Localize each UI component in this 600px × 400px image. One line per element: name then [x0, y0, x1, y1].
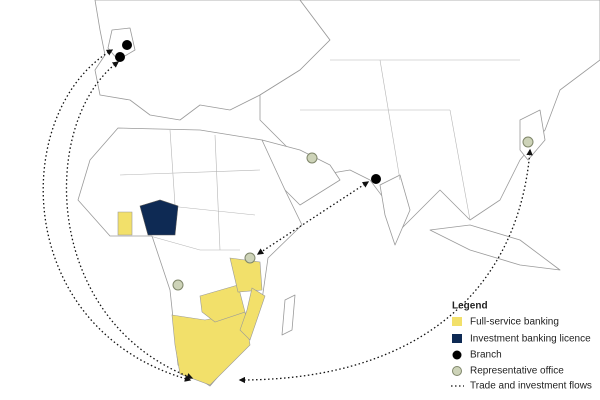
- legend-swatch: [452, 334, 462, 343]
- legend-swatch: [452, 366, 462, 376]
- legend-swatch: [452, 350, 462, 360]
- legend-swatch: [452, 317, 462, 326]
- rep-office-dot: [522, 136, 534, 148]
- branch-dot: [115, 52, 125, 62]
- legend: Legend Full-service banking Investment b…: [451, 301, 592, 392]
- rep-office-dot: [244, 252, 256, 264]
- legend-item: Representative office: [470, 366, 564, 377]
- flows: [42, 49, 533, 384]
- legend-item: Branch: [470, 350, 502, 361]
- rep-office-dot: [306, 152, 318, 164]
- rep-office-dot: [172, 279, 184, 291]
- offices: [115, 40, 534, 291]
- legend-title: Legend: [452, 301, 488, 312]
- landmasses: [77, 0, 600, 387]
- branch-dot: [122, 40, 132, 50]
- legend-item: Trade and investment flows: [470, 381, 592, 392]
- legend-item: Investment banking licence: [470, 334, 591, 345]
- legend-item: Full-service banking: [470, 317, 559, 328]
- branch-dot: [371, 174, 381, 184]
